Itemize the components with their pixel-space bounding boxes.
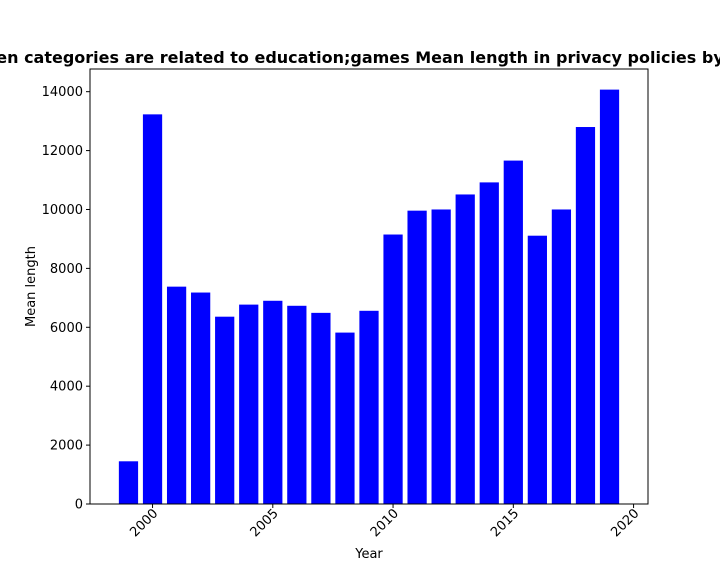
x-tick-label: 2010 <box>368 506 402 540</box>
y-axis-label: Mean length <box>24 246 39 327</box>
x-axis-ticks: 2000 2005 2010 2015 2020 <box>127 504 642 540</box>
bar-2012 <box>431 209 451 505</box>
bar-2010 <box>383 234 403 504</box>
y-tick-label: 4000 <box>50 380 83 395</box>
bar-2004 <box>239 304 259 504</box>
bar-2013 <box>455 194 475 504</box>
bar-2001 <box>166 286 187 504</box>
bar-2000 <box>142 114 163 505</box>
y-tick-label: 2000 <box>50 439 83 454</box>
bar-2008 <box>335 332 355 504</box>
bar-2018 <box>575 127 596 505</box>
bar-2005 <box>263 300 283 504</box>
plot-frame <box>89 68 649 505</box>
bar-2003 <box>215 316 235 504</box>
y-tick-label: 6000 <box>50 321 83 336</box>
chart-title: en categories are related to education;g… <box>0 48 720 67</box>
y-axis-ticks: 0 2000 4000 6000 8000 10000 12000 14000 <box>42 85 90 513</box>
bar-2002 <box>191 292 211 504</box>
bar-2011 <box>407 210 427 504</box>
bar-2007 <box>311 312 331 504</box>
bar-2014 <box>479 182 499 504</box>
x-tick-label: 2000 <box>127 506 161 540</box>
bars-group <box>118 89 620 505</box>
bar-1999 <box>118 461 139 504</box>
x-tick-label: 2020 <box>608 506 642 540</box>
y-tick-label: 14000 <box>42 85 83 100</box>
bar-2016 <box>527 235 547 504</box>
x-axis-label: Year <box>354 547 383 562</box>
bar-2009 <box>359 310 379 504</box>
y-tick-label: 10000 <box>42 203 83 218</box>
bar-2015 <box>503 160 523 504</box>
y-tick-label: 12000 <box>42 144 83 159</box>
bar-2006 <box>287 305 307 504</box>
x-tick-label: 2005 <box>248 506 282 540</box>
y-tick-label: 8000 <box>50 262 83 277</box>
bar-2017 <box>551 209 572 505</box>
y-tick-label: 0 <box>75 498 83 513</box>
bar-2019 <box>599 89 620 505</box>
x-tick-label: 2015 <box>488 506 522 540</box>
